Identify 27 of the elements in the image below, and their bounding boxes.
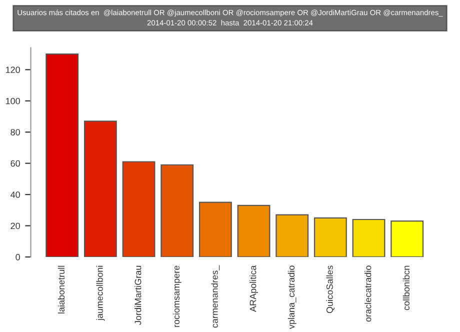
x-tick-label: oraclecatradio xyxy=(364,266,372,322)
x-tick-label: rociomsampere xyxy=(172,266,182,327)
x-tick-label: carmenandres_ xyxy=(211,265,220,328)
x-tick-label: laiabonetrull xyxy=(58,266,65,314)
bar xyxy=(198,202,232,257)
bar xyxy=(390,220,424,257)
bar xyxy=(237,204,270,257)
x-tick-label: jaumecollboni xyxy=(96,266,105,321)
x-tick-label: JordiMartiGrau xyxy=(134,266,142,325)
x-tick-label: collbonibcn xyxy=(402,266,410,310)
x-tick-label: QuicoSalles xyxy=(326,266,334,314)
bar xyxy=(276,214,309,257)
bar xyxy=(314,217,347,257)
x-tick-label: vplana_catradio xyxy=(288,266,296,330)
y-tick-label: 100 xyxy=(6,98,20,104)
bar xyxy=(352,218,386,257)
y-tick-label: 0 xyxy=(16,254,20,260)
y-tick-label: 80 xyxy=(10,129,20,136)
bar xyxy=(160,164,194,257)
bar xyxy=(122,161,156,257)
bar xyxy=(46,53,79,257)
x-tick-label: ARApolitica xyxy=(250,265,258,312)
bar xyxy=(84,120,117,257)
y-tick-label: 60 xyxy=(10,160,20,167)
y-tick-label: 120 xyxy=(6,66,20,74)
y-tick-label: 20 xyxy=(10,222,20,230)
y-tick-label: 40 xyxy=(10,192,20,198)
